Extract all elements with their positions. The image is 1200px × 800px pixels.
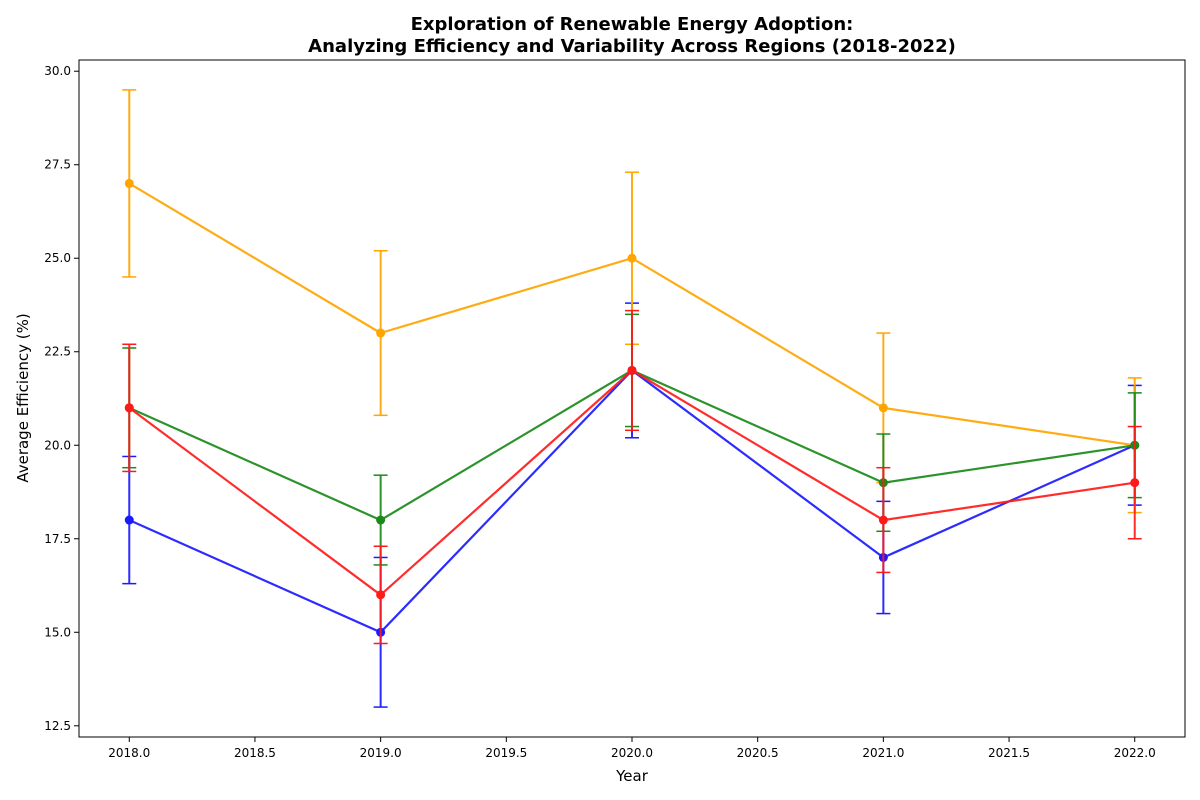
chart-title-line-2: Analyzing Efficiency and Variability Acr… <box>308 36 956 57</box>
data-point <box>627 253 637 263</box>
x-tick-label: 2019.5 <box>485 746 527 760</box>
data-point <box>124 515 134 525</box>
series-4 <box>122 309 1142 645</box>
x-tick-label: 2022.0 <box>1114 746 1156 760</box>
x-axis-label: Year <box>615 767 649 785</box>
y-tick-label: 12.5 <box>44 719 71 733</box>
data-point <box>376 515 386 525</box>
plot-area <box>122 89 1142 708</box>
x-tick-label: 2018.5 <box>234 746 276 760</box>
data-point <box>376 328 386 338</box>
y-tick-label: 15.0 <box>44 625 71 639</box>
y-tick-label: 22.5 <box>44 345 71 359</box>
data-point <box>878 515 888 525</box>
data-point <box>878 403 888 413</box>
y-tick-label: 25.0 <box>44 251 71 265</box>
y-tick-label: 17.5 <box>44 532 71 546</box>
data-point <box>124 403 134 413</box>
y-tick-label: 27.5 <box>44 158 71 172</box>
x-axis: 2018.0 2018.5 2019.0 2019.5 2020.0 2020.5 2021… <box>108 737 1156 760</box>
x-tick-label: 2018.0 <box>108 746 150 760</box>
x-tick-label: 2019.0 <box>360 746 402 760</box>
data-point <box>627 365 637 375</box>
data-point <box>376 590 386 600</box>
y-tick-label: 20.0 <box>44 438 71 452</box>
data-point <box>124 178 134 188</box>
x-tick-label: 2021.5 <box>988 746 1030 760</box>
y-tick-label: 30.0 <box>44 64 71 78</box>
data-point <box>1130 478 1140 488</box>
x-tick-label: 2021.0 <box>862 746 904 760</box>
y-axis-label: Average Efficiency (%) <box>14 313 32 482</box>
x-tick-label: 2020.0 <box>611 746 653 760</box>
y-axis: 12.5 15.0 17.5 20.0 22.5 25.0 27.5 30.0 <box>44 64 79 733</box>
chart-title-line-1: Exploration of Renewable Energy Adoption… <box>411 14 854 35</box>
x-tick-label: 2020.5 <box>737 746 779 760</box>
series-2 <box>122 89 1142 514</box>
